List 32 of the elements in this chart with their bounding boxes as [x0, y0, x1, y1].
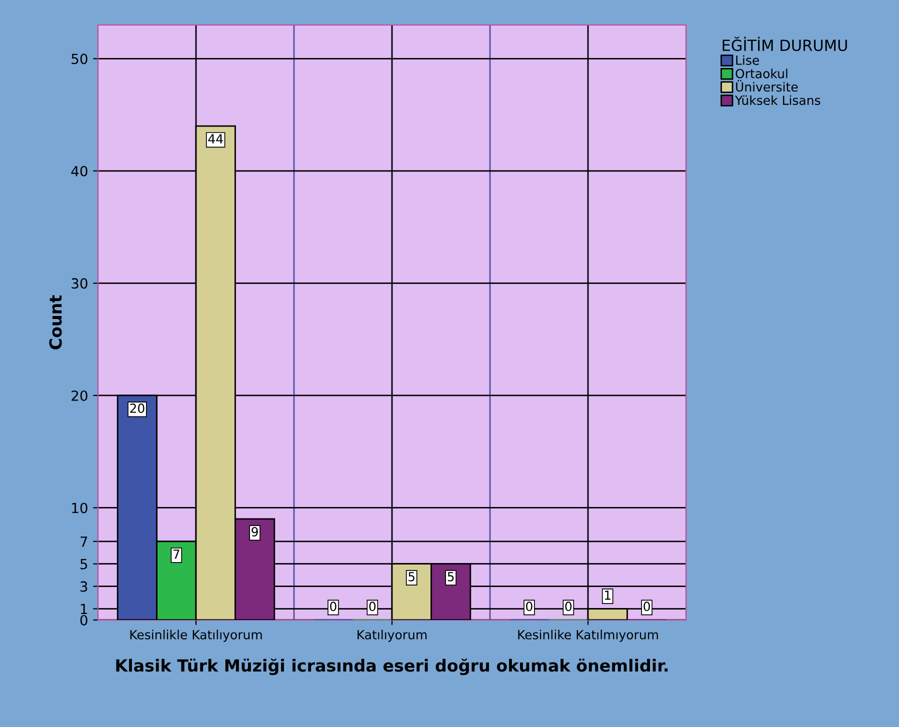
x-tick-label: Kesinlikle Katılıyorum	[130, 630, 262, 642]
data-label: 0	[369, 602, 376, 612]
y-tick-label: 1	[80, 604, 87, 614]
legend-label: Lise	[736, 55, 759, 65]
legend-label: Ortaokul	[736, 68, 788, 78]
y-tick-label: 7	[80, 536, 88, 547]
y-tick-label: 50	[72, 54, 88, 64]
data-label: 5	[408, 572, 414, 582]
x-tick-label: Kesinlike Katılmıyorum	[518, 630, 658, 642]
legend-label: Yüksek Lisans	[734, 95, 820, 106]
legend-label: Üniversite	[736, 80, 798, 92]
data-label: 44	[208, 134, 223, 144]
y-tick-label: 30	[72, 278, 88, 289]
y-tick-label: 3	[80, 581, 88, 592]
data-label: 5	[448, 572, 454, 582]
x-axis-title: Klasik Türk Müziği icrasında eseri doğru okumak önemlidir.	[116, 658, 668, 676]
data-label: 1	[604, 590, 610, 600]
y-tick-label: 10	[72, 502, 88, 514]
data-label: 0	[526, 602, 532, 612]
data-label: 20	[130, 404, 144, 413]
data-label: 0	[330, 602, 336, 612]
y-tick-label: 20	[72, 390, 88, 401]
x-tick-label: Katılıyorum	[358, 630, 427, 642]
data-label: 7	[173, 550, 180, 559]
legend-title: EĞİTİM DURUMU	[722, 36, 847, 52]
y-axis-title: Count	[49, 295, 62, 350]
y-tick-label: 5	[80, 559, 88, 570]
y-tick-label: 0	[80, 614, 88, 626]
data-label: 0	[565, 602, 572, 612]
data-label: 0	[644, 602, 650, 612]
data-label: 9	[252, 527, 258, 536]
y-tick-label: 40	[71, 166, 88, 176]
